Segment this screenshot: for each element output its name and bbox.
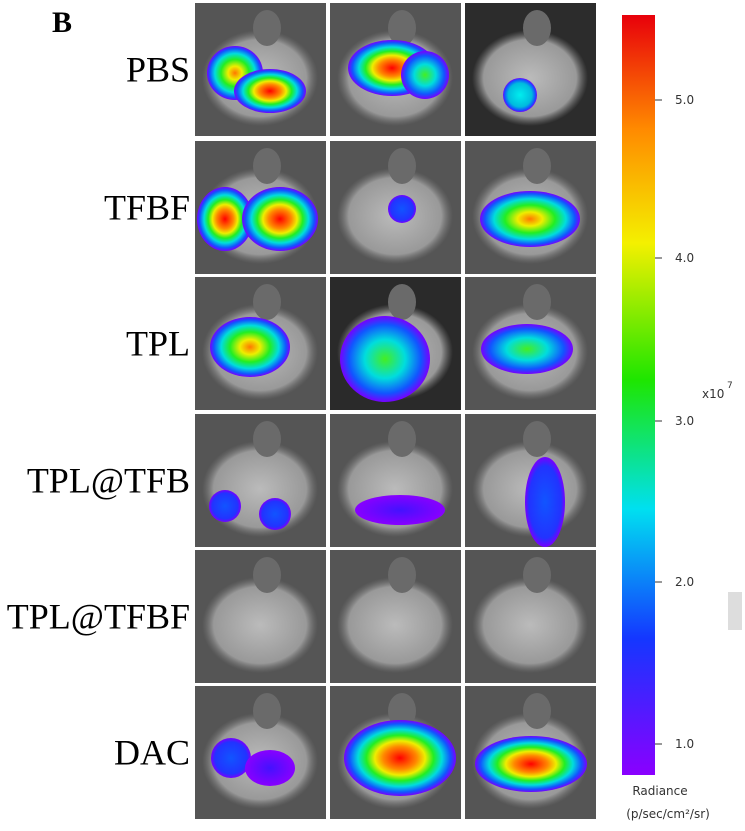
tissue-top bbox=[523, 10, 551, 46]
tissue-image bbox=[465, 414, 596, 547]
signal bbox=[480, 191, 580, 247]
tissue-top bbox=[253, 284, 281, 320]
colorbar-tick-label: 1.0 bbox=[675, 737, 694, 751]
tissue-image bbox=[330, 550, 461, 683]
tissue-top bbox=[523, 557, 551, 593]
tissue-image bbox=[195, 550, 326, 683]
row-label: TPL@TFB bbox=[27, 460, 190, 500]
tissue-top bbox=[523, 148, 551, 184]
signal bbox=[209, 490, 241, 522]
tissue-top bbox=[253, 148, 281, 184]
tissue-top bbox=[388, 10, 416, 46]
tissue-top bbox=[388, 148, 416, 184]
row-label: PBS bbox=[126, 49, 190, 89]
colorbar-tick-label: 5.0 bbox=[675, 93, 694, 107]
tissue-image bbox=[465, 277, 596, 410]
signal bbox=[245, 750, 295, 786]
tissue-image bbox=[465, 550, 596, 683]
colorbar-multiplier: x10 bbox=[702, 387, 724, 401]
tissue-top bbox=[253, 10, 281, 46]
signal bbox=[475, 736, 587, 792]
tissue-image bbox=[330, 414, 461, 547]
tissue bbox=[472, 30, 588, 126]
signal bbox=[210, 317, 290, 377]
tissue-top bbox=[388, 693, 416, 729]
signal bbox=[340, 316, 430, 402]
signal bbox=[242, 187, 318, 251]
colorbar-exponent: 7 bbox=[727, 381, 733, 391]
colorbar-title: Radiance bbox=[632, 784, 687, 798]
tissue-top bbox=[253, 421, 281, 457]
tissue-top bbox=[253, 557, 281, 593]
tissue-image bbox=[330, 141, 461, 274]
colorbar-tick-label: 4.0 bbox=[675, 251, 694, 265]
image-grid bbox=[195, 3, 596, 819]
tissue-image bbox=[195, 686, 326, 819]
signal bbox=[211, 738, 251, 778]
row-label: DAC bbox=[114, 732, 190, 772]
signal bbox=[259, 498, 291, 530]
tissue-top bbox=[253, 693, 281, 729]
tissue bbox=[202, 577, 318, 673]
panel-label: B bbox=[52, 6, 72, 39]
tissue-image bbox=[465, 686, 596, 819]
tissue-top bbox=[523, 693, 551, 729]
colorbar-ticks: 5.0 4.0 3.0 2.0 1.0 bbox=[655, 93, 694, 751]
colorbar bbox=[622, 15, 655, 775]
signal bbox=[355, 495, 445, 525]
signal bbox=[344, 720, 456, 796]
scroll-marker bbox=[728, 592, 742, 630]
tissue-image bbox=[330, 686, 461, 819]
tissue-image bbox=[195, 277, 326, 410]
row-label: TPL@TFBF bbox=[7, 596, 190, 636]
signal bbox=[481, 324, 573, 374]
tissue-image bbox=[465, 141, 596, 274]
tissue-top bbox=[388, 284, 416, 320]
signal bbox=[503, 78, 537, 112]
signal bbox=[197, 187, 253, 251]
tissue-image bbox=[195, 3, 326, 136]
signal bbox=[401, 51, 449, 99]
tissue bbox=[472, 577, 588, 673]
tissue-top bbox=[523, 421, 551, 457]
tissue-top bbox=[388, 421, 416, 457]
tissue-image bbox=[195, 414, 326, 547]
tissue-image bbox=[330, 3, 461, 136]
colorbar-tick-label: 2.0 bbox=[675, 575, 694, 589]
signal bbox=[388, 195, 416, 223]
tissue bbox=[337, 577, 453, 673]
tissue-image bbox=[330, 277, 461, 410]
signal bbox=[234, 69, 306, 113]
colorbar-unit: (p/sec/cm²/sr) bbox=[626, 807, 710, 821]
tissue-image bbox=[465, 3, 596, 136]
colorbar-tick-label: 3.0 bbox=[675, 414, 694, 428]
row-label: TPL bbox=[126, 323, 190, 363]
tissue-top bbox=[388, 557, 416, 593]
tissue bbox=[202, 441, 318, 537]
tissue-image bbox=[195, 141, 326, 274]
signal bbox=[525, 457, 565, 547]
tissue-top bbox=[523, 284, 551, 320]
row-label: TFBF bbox=[104, 187, 190, 227]
